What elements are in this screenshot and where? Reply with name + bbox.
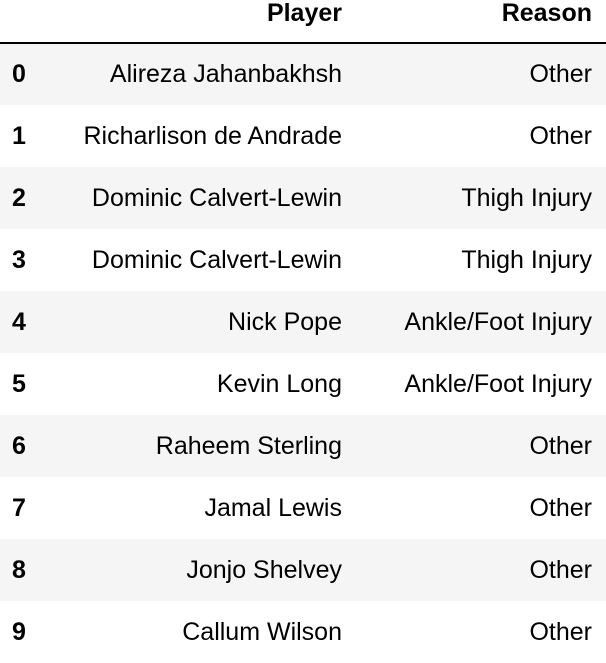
player-cell: Nick Pope (228, 307, 342, 336)
row-index: 3 (12, 245, 26, 274)
table-row: 7 Jamal Lewis Other (0, 477, 606, 539)
reason-cell: Other (529, 431, 592, 460)
player-cell: Richarlison de Andrade (83, 121, 343, 150)
player-cell: Dominic Calvert-Lewin (91, 245, 342, 274)
table-row: 3 Dominic Calvert-Lewin Thigh Injury (0, 229, 606, 291)
table-body: 0 Alireza Jahanbakhsh Other 1 Richarliso… (0, 43, 606, 663)
table-row: 9 Callum Wilson Other (0, 601, 606, 663)
reason-cell: Ankle/Foot Injury (404, 307, 592, 336)
row-index: 9 (12, 617, 26, 646)
column-header-player: Player (56, 0, 356, 44)
reason-cell: Thigh Injury (461, 183, 592, 212)
table-row: 1 Richarlison de Andrade Other (0, 105, 606, 167)
row-index: 8 (12, 555, 26, 584)
table-row: 0 Alireza Jahanbakhsh Other (0, 43, 606, 105)
table-row: 6 Raheem Sterling Other (0, 415, 606, 477)
header-row: Player Reason (0, 0, 606, 44)
reason-cell: Other (529, 555, 592, 584)
player-cell: Jamal Lewis (204, 493, 342, 522)
player-cell: Alireza Jahanbakhsh (109, 60, 342, 88)
reason-cell: Thigh Injury (461, 245, 592, 274)
row-index: 4 (12, 307, 26, 336)
player-cell: Kevin Long (216, 369, 342, 398)
table-row: 2 Dominic Calvert-Lewin Thigh Injury (0, 167, 606, 229)
table-row: 5 Kevin Long Ankle/Foot Injury (0, 353, 606, 415)
player-cell: Callum Wilson (182, 617, 342, 646)
row-index: 0 (12, 60, 26, 88)
row-index: 6 (12, 431, 26, 460)
reason-cell: Other (529, 617, 592, 646)
table-row: 4 Nick Pope Ankle/Foot Injury (0, 291, 606, 353)
row-index: 7 (12, 493, 26, 522)
row-index: 1 (12, 121, 26, 150)
table-header: Player Reason (0, 0, 606, 44)
row-index: 5 (12, 369, 26, 398)
index-header (0, 0, 56, 44)
reason-cell: Other (529, 493, 592, 522)
reason-cell: Other (529, 60, 592, 88)
row-index: 2 (12, 183, 26, 212)
table-row: 8 Jonjo Shelvey Other (0, 539, 606, 601)
column-header-reason: Reason (356, 0, 606, 44)
reason-cell: Ankle/Foot Injury (404, 369, 592, 398)
player-cell: Jonjo Shelvey (186, 555, 342, 584)
player-cell: Dominic Calvert-Lewin (91, 183, 342, 212)
reason-cell: Other (529, 121, 592, 150)
player-cell: Raheem Sterling (155, 431, 342, 460)
